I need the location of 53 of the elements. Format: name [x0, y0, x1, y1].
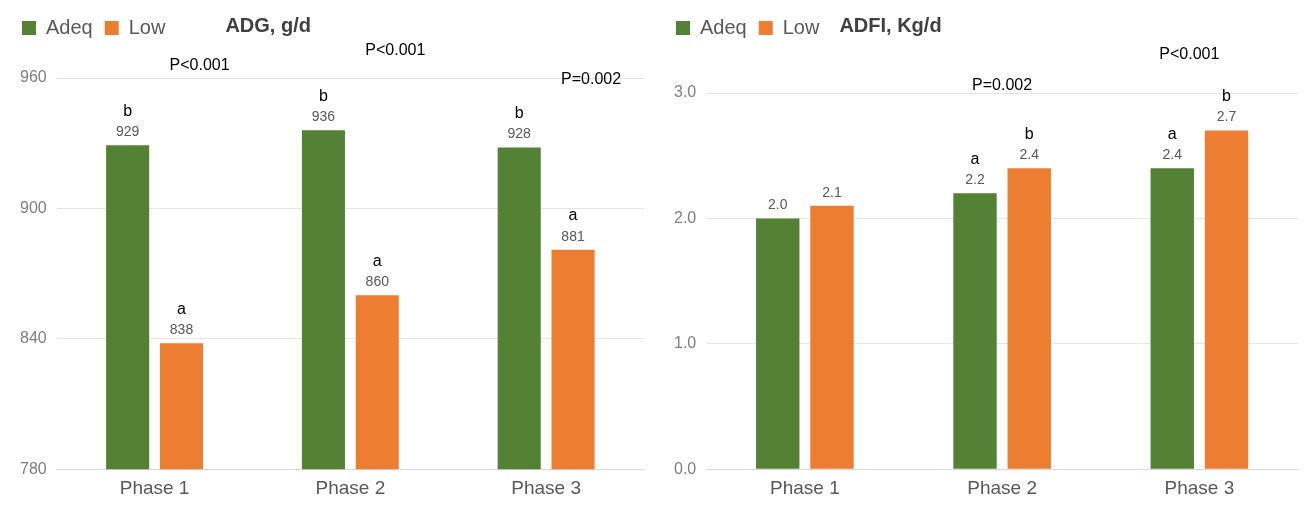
- bar: [1007, 168, 1051, 469]
- annotation: P=0.002: [561, 69, 622, 87]
- annotation: a: [970, 149, 980, 167]
- data-label: 2.1: [822, 183, 842, 200]
- legend-label: Adeq: [700, 15, 747, 38]
- x-tick-label: Phase 1: [770, 476, 840, 498]
- data-label: 929: [115, 123, 140, 140]
- x-tick-label: Phase 1: [119, 476, 190, 498]
- y-tick-label: 780: [19, 459, 47, 477]
- data-label: 881: [561, 227, 585, 244]
- text: P<0.001: [365, 40, 426, 58]
- annotation: a: [177, 299, 187, 317]
- x-tick-label: Phase 2: [967, 476, 1037, 498]
- bar: [756, 218, 800, 469]
- chart-title: ADG, g/d: [225, 13, 311, 36]
- data-label: 2.4: [1019, 146, 1040, 163]
- y-tick-label: 960: [19, 68, 47, 86]
- bar: [1150, 168, 1194, 469]
- text: P<0.001: [169, 55, 230, 73]
- annotation: b: [1024, 124, 1034, 142]
- annotation: a: [1167, 124, 1177, 142]
- chart-title: ADFI, Kg/d: [839, 13, 942, 36]
- data-label: 2.7: [1216, 108, 1237, 125]
- annotation: b: [123, 101, 133, 119]
- x-tick-label: Phase 3: [511, 476, 581, 498]
- legend-label: Low: [128, 15, 166, 38]
- bar: [953, 193, 997, 469]
- data-label: 928: [507, 125, 532, 142]
- y-tick-label: 3.0: [673, 83, 697, 101]
- data-label: 2.0: [768, 196, 788, 213]
- annotation: b: [318, 86, 328, 104]
- text: P=0.002: [972, 75, 1033, 93]
- annotation: a: [372, 251, 382, 269]
- annotation: a: [568, 206, 578, 224]
- annotation: b: [1222, 87, 1232, 105]
- data-label: 838: [169, 321, 194, 338]
- legend-label: Low: [782, 15, 820, 38]
- x-tick-label: Phase 3: [1164, 476, 1235, 498]
- y-tick-label: 840: [19, 329, 47, 347]
- annotation: b: [514, 103, 524, 121]
- bar: [810, 205, 854, 469]
- y-tick-label: 0.0: [673, 459, 697, 477]
- bar: [1204, 130, 1249, 469]
- data-label: 2.4: [1162, 146, 1183, 163]
- x-tick-label: Phase 2: [315, 476, 386, 498]
- data-label: 2.2: [965, 171, 985, 188]
- data-label: 936: [311, 108, 336, 125]
- y-tick-label: 2.0: [673, 208, 697, 226]
- legend-label: Adeq: [46, 15, 93, 38]
- y-tick-label: 1.0: [673, 334, 697, 352]
- data-label: 860: [365, 273, 390, 290]
- text: P<0.001: [1159, 45, 1220, 63]
- y-tick-label: 900: [19, 198, 47, 216]
